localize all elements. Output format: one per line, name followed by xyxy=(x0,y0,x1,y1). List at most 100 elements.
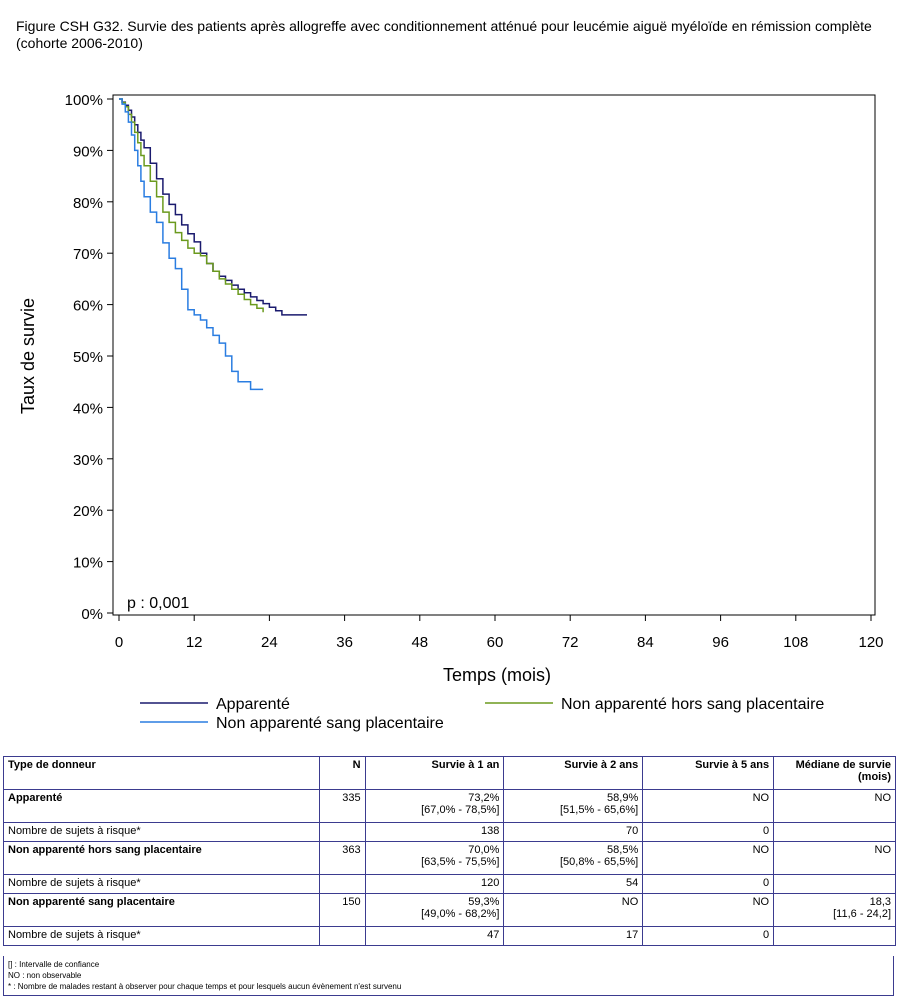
y-tick-label: 90% xyxy=(73,143,103,160)
table-cell: 58,9% [51,5% - 65,6%] xyxy=(503,789,644,823)
plot-frame xyxy=(112,94,876,616)
y-tick-label: 80% xyxy=(73,195,103,212)
figure-title: Figure CSH G32. Survie des patients aprè… xyxy=(16,18,872,51)
cell-value: 17 xyxy=(626,929,639,941)
cell-value: 120 xyxy=(481,877,500,889)
table-cell: NO xyxy=(642,893,775,927)
p-value-annotation: p : 0,001 xyxy=(127,595,189,612)
x-tick-label: 60 xyxy=(487,634,504,651)
y-tick-label: 60% xyxy=(73,298,103,315)
table-footnotes: [] : Intervalle de confiance NO : non ob… xyxy=(3,956,894,996)
cell-value: Nombre de sujets à risque* xyxy=(8,825,141,837)
survival-curve-1 xyxy=(119,98,264,313)
cell-value: NO xyxy=(752,792,770,804)
cell-value: NO xyxy=(621,896,639,908)
x-tick-label: 120 xyxy=(858,634,883,651)
survival-chart: 0% 10% 20% 30% 40% 50% 60% 70% 80% 90% 100% 0 12 24 3… xyxy=(18,92,884,732)
table-row-at-risk: Nombre de sujets à risque* 138 70 0 xyxy=(3,822,896,842)
x-tick-label: 72 xyxy=(562,634,579,651)
table-cell: NO xyxy=(773,841,896,875)
x-tick-label: 84 xyxy=(637,634,654,651)
header-donor-type: Type de donneur xyxy=(3,756,320,790)
table-cell: 17 xyxy=(503,926,644,946)
header-survival-1y: Survie à 1 an xyxy=(364,756,505,790)
cell-value: Apparenté xyxy=(8,792,63,804)
cell-value: 47 xyxy=(487,929,500,941)
table-cell: 59,3% [49,0% - 68,2%] xyxy=(364,893,505,927)
table-row-donor: Non apparenté hors sang placentaire 363 70… xyxy=(3,841,896,875)
x-tick-label: 12 xyxy=(186,634,203,651)
table-cell: 0 xyxy=(642,822,775,842)
cell-value: 138 xyxy=(481,825,500,837)
table-cell: 363 xyxy=(318,841,366,875)
table-cell: Non apparenté hors sang placentaire xyxy=(3,841,320,875)
y-tick-label: 30% xyxy=(73,452,103,469)
table-cell: Nombre de sujets à risque* xyxy=(3,822,320,842)
table-cell: 70 xyxy=(503,822,644,842)
y-tick-label: 20% xyxy=(73,503,103,520)
table-cell xyxy=(318,874,366,894)
table-cell: Nombre de sujets à risque* xyxy=(3,926,320,946)
cell-value: 18,3 xyxy=(869,896,891,908)
table-row-at-risk: Nombre de sujets à risque* 120 54 0 xyxy=(3,874,896,894)
table-cell: Non apparenté sang placentaire xyxy=(3,893,320,927)
cell-value: Nombre de sujets à risque* xyxy=(8,929,141,941)
y-tick-label: 40% xyxy=(73,400,103,417)
table-cell: 54 xyxy=(503,874,644,894)
results-table: Type de donneur N Survie à 1 an Survie à… xyxy=(3,756,896,946)
y-axis-label: Taux de survie xyxy=(18,298,38,414)
cell-value: Non apparenté hors sang placentaire xyxy=(8,844,202,856)
cell-value: NO xyxy=(752,896,770,908)
table-cell: NO xyxy=(642,841,775,875)
table-row-donor: Apparenté 335 73,2% [67,0% - 78,5%] 58,9% [51… xyxy=(3,789,896,823)
x-axis-label: Temps (mois) xyxy=(443,665,551,685)
cell-value: NO xyxy=(874,844,892,856)
x-tick-label: 24 xyxy=(261,634,278,651)
confidence-interval: [51,5% - 65,6%] xyxy=(559,804,639,816)
y-tick-label: 50% xyxy=(73,349,103,366)
table-cell: NO xyxy=(642,789,775,823)
table-cell: Apparenté xyxy=(3,789,320,823)
footnote-not-observable: NO : non observable xyxy=(8,971,82,980)
y-tick-label: 100% xyxy=(65,92,103,109)
footnote-at-risk: * : Nombre de malades restant à observer… xyxy=(8,982,402,991)
table-cell: 18,3 [11,6 - 24,2] xyxy=(773,893,896,927)
footnote-confidence-interval: [] : Intervalle de confiance xyxy=(8,960,100,969)
y-tick-label: 0% xyxy=(81,606,103,623)
survival-curve-2 xyxy=(119,98,264,391)
confidence-interval: [50,8% - 65,5%] xyxy=(559,856,639,868)
table-cell: 0 xyxy=(642,926,775,946)
cell-value: 70 xyxy=(626,825,639,837)
cell-value: 73,2% xyxy=(468,792,500,804)
table-cell xyxy=(318,926,366,946)
cell-value: 335 xyxy=(342,792,361,804)
table-cell: 0 xyxy=(642,874,775,894)
table-cell: 138 xyxy=(364,822,505,842)
cell-value: Non apparenté sang placentaire xyxy=(8,896,175,908)
table-cell: 150 xyxy=(318,893,366,927)
legend-label-2: Non apparenté sang placentaire xyxy=(216,715,444,732)
table-cell xyxy=(773,822,896,842)
cell-value: 70,0% xyxy=(468,844,500,856)
table-row-donor: Non apparenté sang placentaire 150 59,3% [4… xyxy=(3,893,896,927)
x-tick-label: 36 xyxy=(336,634,353,651)
table-header-row: Type de donneur N Survie à 1 an Survie à… xyxy=(3,756,896,790)
x-axis: 0 12 24 36 48 60 72 84 96 108 120 xyxy=(115,615,884,651)
legend-label-0: Apparenté xyxy=(216,696,290,713)
table-cell: Nombre de sujets à risque* xyxy=(3,874,320,894)
cell-value: 0 xyxy=(762,825,770,837)
confidence-interval: [49,0% - 68,2%] xyxy=(421,908,500,920)
table-cell: 70,0% [63,5% - 75,5%] xyxy=(364,841,505,875)
x-tick-label: 96 xyxy=(712,634,729,651)
cell-value: 54 xyxy=(626,877,639,889)
y-tick-label: 70% xyxy=(73,246,103,263)
table-cell: 120 xyxy=(364,874,505,894)
confidence-interval: [63,5% - 75,5%] xyxy=(421,856,500,868)
x-tick-label: 48 xyxy=(411,634,428,651)
table-cell: 47 xyxy=(364,926,505,946)
confidence-interval: [11,6 - 24,2] xyxy=(833,908,891,920)
table-cell xyxy=(773,926,896,946)
cell-value: NO xyxy=(874,792,892,804)
cell-value: Nombre de sujets à risque* xyxy=(8,877,141,889)
table-cell xyxy=(773,874,896,894)
